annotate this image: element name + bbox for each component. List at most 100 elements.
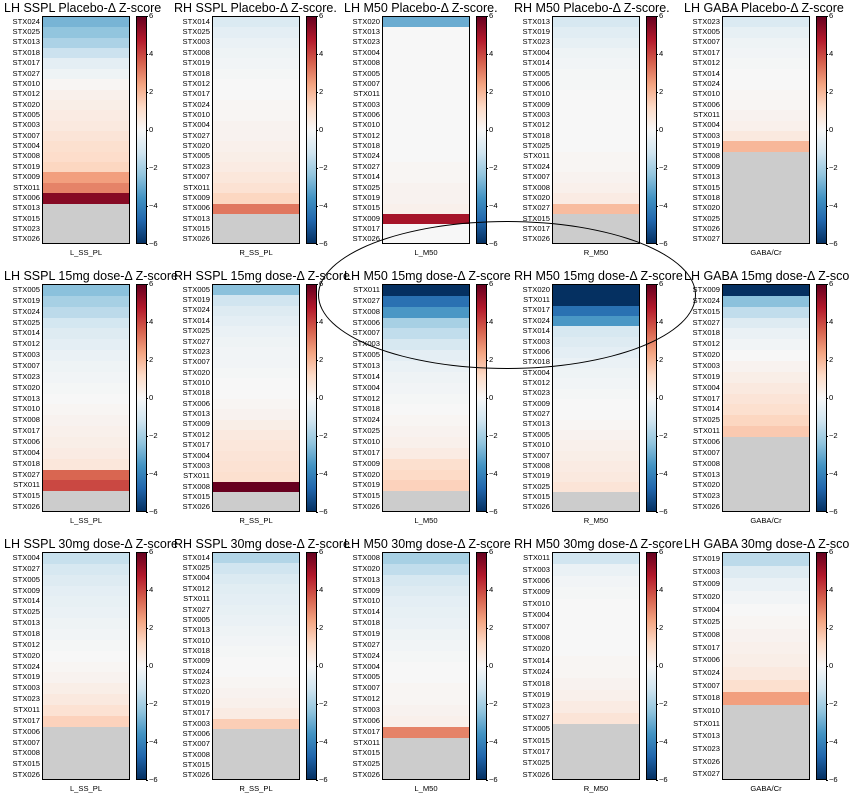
row-label: STX026 (352, 770, 380, 780)
panel-title: RH M50 30mg dose-Δ Z-score (514, 537, 683, 551)
heatmap-cell (213, 213, 299, 225)
heatmap-cell (723, 68, 809, 80)
heatmap-cell (383, 759, 469, 771)
heatmap-cell (43, 726, 129, 739)
colorbar-tick-label: −2 (656, 699, 668, 708)
heatmap-cell (213, 89, 299, 101)
row-label: STX008 (182, 481, 210, 491)
colorbar-tick-label: −4 (826, 469, 838, 478)
row-label: STX014 (522, 655, 550, 665)
row-label: STX003 (352, 704, 380, 714)
row-label: STX005 (692, 27, 720, 37)
heatmap-cell (553, 701, 639, 714)
heatmap-cell (383, 607, 469, 619)
heatmap-panel: LH GABA 30mg dose-Δ Z-score STX019 STX003 S… (680, 536, 850, 804)
heatmap-cell (723, 616, 809, 630)
heatmap-cell (43, 639, 129, 652)
colorbar-tick-label: 6 (145, 547, 154, 556)
heatmap-cell (723, 491, 809, 503)
heatmap-cell (553, 89, 639, 101)
row-label: STX013 (12, 618, 40, 628)
colorbar-tick-label: 4 (145, 317, 154, 326)
row-label: STX024 (352, 415, 380, 425)
heatmap-cell (43, 89, 129, 101)
row-label: STX017 (522, 305, 550, 315)
panel-title: LH SSPL 30mg dose-Δ Z-score (4, 537, 178, 551)
row-label: STX025 (12, 27, 40, 37)
heatmap-column (722, 16, 810, 244)
heatmap-cell (43, 437, 129, 449)
heatmap-cell (213, 182, 299, 194)
colorbar-tick-label: 6 (825, 279, 834, 288)
heatmap-cell (553, 724, 639, 736)
row-label: STX015 (522, 213, 550, 223)
heatmap-cell (383, 748, 469, 760)
heatmap-cell (43, 382, 129, 395)
heatmap-cell (383, 585, 469, 597)
heatmap-cell (213, 151, 299, 163)
row-label: STX007 (692, 680, 720, 690)
heatmap-cell (43, 120, 129, 132)
row-label: STX025 (12, 317, 40, 327)
heatmap-cell (383, 89, 469, 101)
row-label: STX026 (522, 502, 550, 512)
heatmap-cell (383, 151, 469, 163)
heatmap-cell (553, 357, 639, 369)
heatmap-cell (553, 213, 639, 225)
row-label: STX026 (12, 770, 40, 780)
row-label: STX020 (182, 367, 210, 377)
colorbar-tick-label: 4 (655, 49, 664, 58)
colorbar-tick-label: −2 (146, 431, 158, 440)
colorbar-tick-label: −2 (316, 163, 328, 172)
colorbar-tick-label: 0 (485, 661, 494, 670)
heatmap-cell (213, 336, 299, 348)
row-label: STX027 (522, 409, 550, 419)
row-label: STX027 (12, 68, 40, 78)
row-label: STX018 (692, 693, 720, 703)
row-label: STX024 (182, 305, 210, 315)
row-label: STX006 (182, 203, 210, 213)
heatmap-cell (43, 172, 129, 184)
heatmap-cell (213, 285, 299, 296)
row-label: STX012 (352, 130, 380, 140)
heatmap-cell (43, 650, 129, 663)
row-label: STX009 (12, 585, 40, 595)
panel-title: LH M50 30mg dose-Δ Z-score (344, 537, 511, 551)
row-label: STX017 (352, 447, 380, 457)
colorbar-tick-label: −4 (316, 201, 328, 210)
row-label: STX017 (182, 89, 210, 99)
row-label: STX006 (12, 726, 40, 736)
heatmap-cell (553, 769, 639, 779)
colorbar-tick-label: 0 (655, 125, 664, 134)
row-label: STX017 (692, 393, 720, 403)
row-label: STX019 (522, 471, 550, 481)
row-label: STX023 (692, 16, 720, 26)
heatmap-cell (383, 68, 469, 80)
row-label: STX020 (692, 480, 720, 490)
row-label: STX019 (12, 295, 40, 305)
heatmap-cell (383, 770, 469, 779)
heatmap-cell (383, 234, 469, 243)
colorbar-tick-label: −2 (826, 699, 838, 708)
heatmap-cell (553, 193, 639, 205)
colorbar-tick-label: 0 (825, 393, 834, 402)
colorbar-tick-label: 0 (485, 125, 494, 134)
heatmap-cell (553, 471, 639, 483)
row-label: STX019 (182, 295, 210, 305)
row-label: STX019 (182, 697, 210, 707)
heatmap-cell (43, 361, 129, 373)
row-label: STX013 (352, 27, 380, 37)
heatmap-column (42, 16, 130, 244)
heatmap-panel: RH M50 Placebo-Δ Z-score. STX013 STX019 STX… (510, 0, 680, 268)
row-label: STX004 (692, 604, 720, 614)
heatmap-cell (553, 48, 639, 59)
row-label: STX008 (692, 458, 720, 468)
heatmap-cell (43, 404, 129, 416)
row-label: STX024 (692, 667, 720, 677)
heatmap-cell (43, 371, 129, 384)
heatmap-cell (723, 553, 809, 567)
heatmap-cell (383, 715, 469, 728)
row-label: STX024 (12, 16, 40, 26)
heatmap-cell (723, 48, 809, 59)
row-label: STX003 (12, 120, 40, 130)
